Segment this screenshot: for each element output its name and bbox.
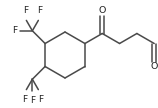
Text: F: F	[38, 95, 43, 104]
Text: F: F	[23, 6, 28, 15]
Text: O: O	[151, 62, 158, 71]
Text: F: F	[22, 95, 27, 104]
Text: F: F	[12, 26, 17, 35]
Text: F: F	[37, 6, 42, 15]
Text: O: O	[99, 6, 106, 15]
Text: F: F	[30, 96, 35, 105]
